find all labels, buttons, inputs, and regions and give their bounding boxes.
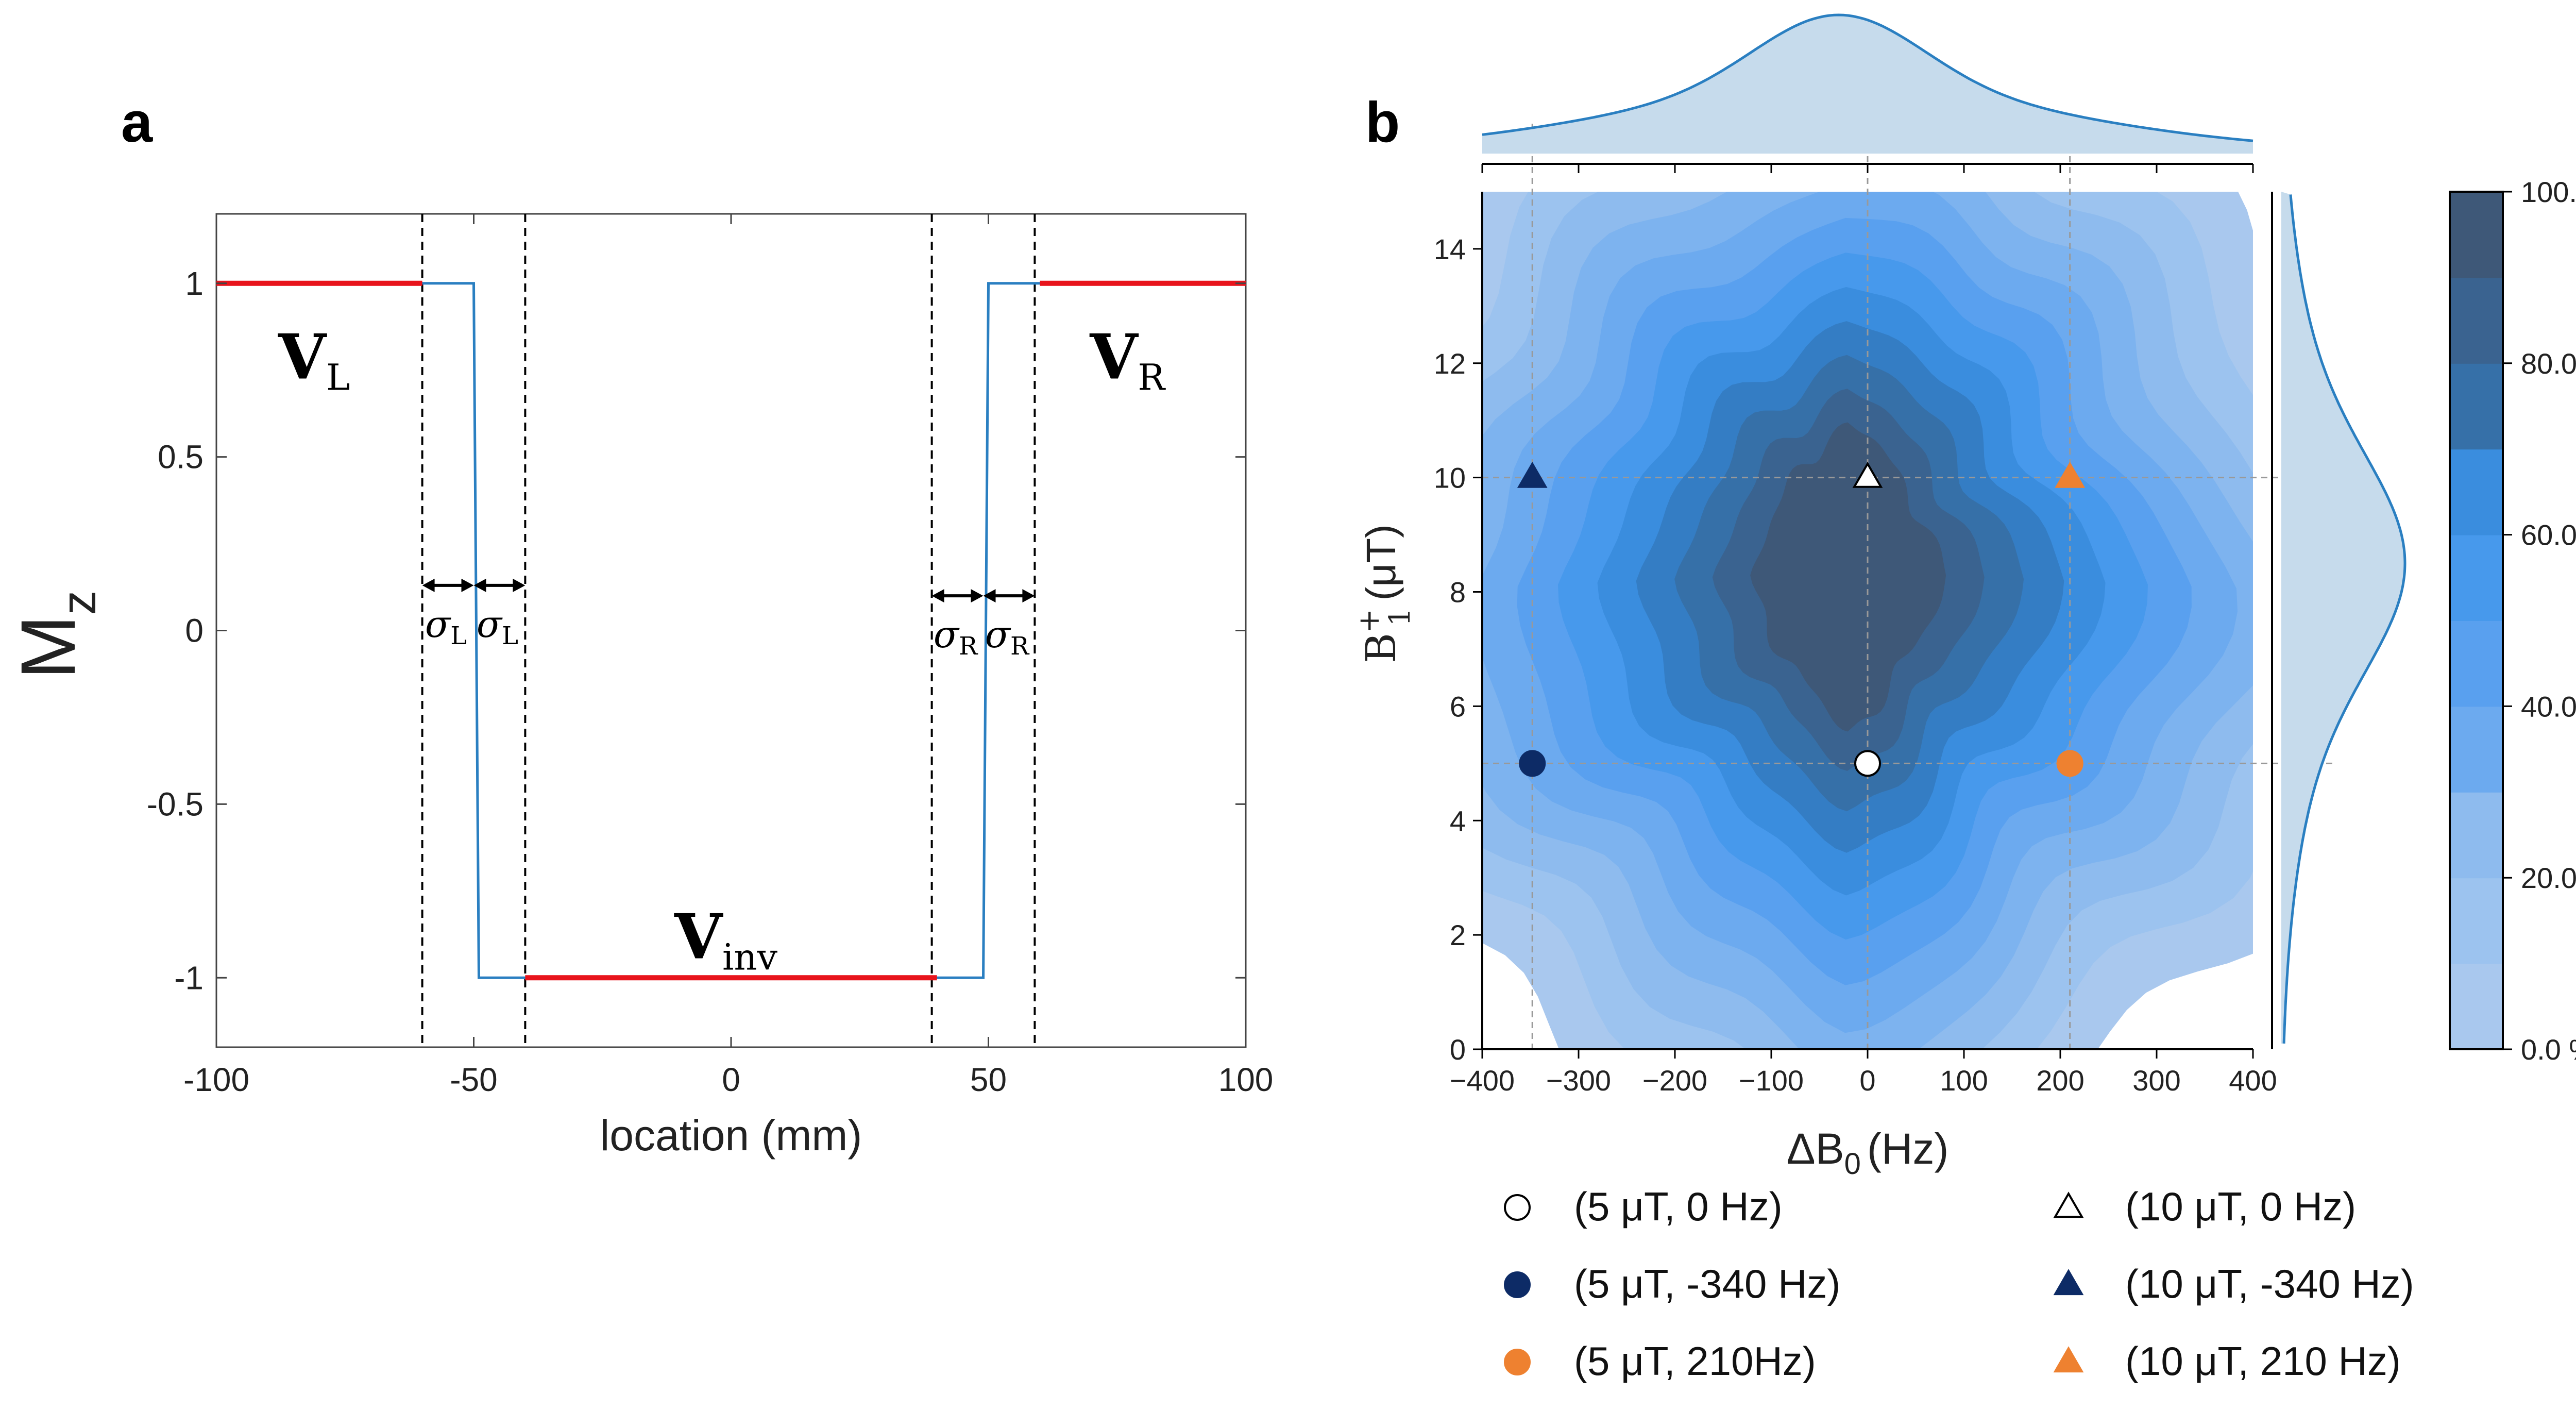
panel-b-x-tick-label: −400 <box>1450 1064 1515 1097</box>
panel-a-x-axis-label: location (mm) <box>600 1111 862 1160</box>
panel-a-width-label: σR <box>985 613 1030 661</box>
panel-a-x-tick-label: 100 <box>1218 1061 1274 1098</box>
panel-b-y-tick-label: 12 <box>1434 347 1466 380</box>
panel-b-legend-label: (10 μT, 210 Hz) <box>2125 1338 2401 1384</box>
panel-a-width-label: σL <box>425 602 467 650</box>
panel-a-letter: a <box>121 91 153 154</box>
panel-a-region-label: VR <box>1089 321 1166 399</box>
panel-a-y-tick-label: 0 <box>185 612 204 649</box>
panel-a-y-tick-label: 0.5 <box>158 439 204 476</box>
panel-b-colorbar-band <box>2450 792 2503 879</box>
panel-a-x-tick-label: 50 <box>970 1061 1007 1098</box>
panel-b-colorbar-tick-label: 0.0 % <box>2521 1033 2576 1066</box>
panel-b-colorbar-tick-label: 60.0 % <box>2521 519 2576 551</box>
panel-a-arrowhead <box>473 578 486 592</box>
panel-b-legend-label: (5 μT, 0 Hz) <box>1574 1184 1783 1229</box>
panel-b-colorbar-band <box>2450 449 2503 535</box>
panel-a-line-chart: σL σL σR σR VL VR Vinv -100 -50 0 50 100 -1 -0.5 0 0… <box>5 213 1274 1160</box>
panel-a-width-label: σL <box>477 602 518 650</box>
panel-a-y-tick-label: -0.5 <box>147 785 204 822</box>
panel-b-y-tick-label: 0 <box>1450 1033 1466 1066</box>
panel-b-colorbar-band <box>2450 620 2503 707</box>
panel-b-y-tick-label: 14 <box>1434 233 1466 265</box>
panel-b-x-tick-label: 300 <box>2132 1064 2180 1097</box>
panel-b-x-tick-label: −300 <box>1546 1064 1611 1097</box>
panel-b-legend-label: (10 μT, -340 Hz) <box>2125 1261 2414 1306</box>
panel-b-x-tick-label: 100 <box>1940 1064 1988 1097</box>
panel-a-arrowhead <box>931 589 944 603</box>
panel-b-legend-marker <box>1504 1194 1531 1221</box>
panel-b-contour-chart: −400 −300 −200 −100 0 100 200 300 400 0 2 4 6 8 10 12 14… <box>1352 13 2576 1384</box>
panel-b-legend-marker <box>2053 1346 2084 1373</box>
panel-a-width-label: σR <box>934 613 978 661</box>
panel-b-colorbar-band <box>2450 192 2503 278</box>
panel-b-marginal-x-curve <box>1482 13 2253 142</box>
panel-b-y-tick-label: 2 <box>1450 919 1466 951</box>
panel-a-arrowhead <box>422 578 435 592</box>
panel-b-legend-label: (5 μT, -340 Hz) <box>1574 1261 1840 1306</box>
panel-b-y-tick-label: 4 <box>1450 804 1466 837</box>
panel-b-legend-marker <box>2053 1191 2084 1218</box>
panel-b-point-circle <box>2056 750 2083 777</box>
panel-a-arrowhead <box>971 589 984 603</box>
panel-a-y-tick-label: -1 <box>174 959 204 996</box>
panel-b-y-tick-label: 6 <box>1450 690 1466 723</box>
panel-b-colorbar-band <box>2450 878 2503 964</box>
panel-b-colorbar-frame <box>2449 191 2504 1050</box>
panel-a-y-axis-label: Mz <box>5 591 106 679</box>
panel-b-legend: (5 μT, 0 Hz) (5 μT, -340 Hz) (5 μT, 210Hz)… <box>1504 1184 2414 1384</box>
panel-b-colorbar-band <box>2450 963 2503 1050</box>
panel-b-colorbar-tick-label: 100.0 % <box>2521 176 2576 208</box>
panel-b-contour-level <box>1750 422 1946 732</box>
panel-b-x-axis-label: ΔB0 (Hz) <box>1786 1124 1948 1181</box>
panel-a-region-label: VL <box>278 321 350 399</box>
panel-b-x-tick-label: 0 <box>1859 1064 1875 1097</box>
panel-b-x-tick-label: −200 <box>1642 1064 1707 1097</box>
panel-b-x-tick-label: 200 <box>2036 1064 2084 1097</box>
panel-b-colorbar-band <box>2450 363 2503 450</box>
panel-b-colorbar-tick-label: 40.0 % <box>2521 690 2576 723</box>
panel-b-point-triangle <box>2055 461 2086 488</box>
panel-b-point-circle <box>1519 750 1546 777</box>
panel-b-legend-marker <box>2053 1269 2084 1296</box>
panel-b-colorbar-tick-label: 80.0 % <box>2521 347 2576 380</box>
panel-b-legend-label: (5 μT, 210Hz) <box>1574 1338 1816 1384</box>
panel-a-x-tick-label: 0 <box>722 1061 740 1098</box>
panel-b-x-tick-label: −100 <box>1739 1064 1804 1097</box>
panel-b-colorbar-band <box>2450 277 2503 364</box>
panel-b-legend-label: (10 μT, 0 Hz) <box>2125 1184 2356 1229</box>
panel-a-x-tick-label: -50 <box>450 1061 498 1098</box>
panel-a-x-tick-label: -100 <box>183 1061 249 1098</box>
panel-b-marginal-y-curve <box>2282 194 2406 1044</box>
panel-a-arrowhead <box>513 578 526 592</box>
panel-b-x-tick-label: 400 <box>2229 1064 2277 1097</box>
panel-b-y-tick-label: 10 <box>1434 462 1466 494</box>
panel-b-colorbar-band <box>2450 706 2503 793</box>
panel-b-y-axis-label: B+1(μT) <box>1352 524 1417 663</box>
panel-b-point-triangle <box>1517 461 1548 488</box>
panel-a-arrowhead <box>1022 589 1035 603</box>
panel-b-letter: b <box>1365 91 1400 154</box>
panel-b-colorbar-tick-label: 20.0 % <box>2521 862 2576 894</box>
panel-b-point-triangle <box>1852 461 1883 488</box>
panel-b-point-circle <box>1854 750 1881 777</box>
panel-b-marginal-x-fill <box>1482 15 2253 154</box>
panel-b-legend-marker <box>1504 1349 1531 1375</box>
panel-a-arrowhead <box>461 578 474 592</box>
panel-a-region-label: Vinv <box>674 901 778 979</box>
panel-a-y-tick-label: 1 <box>185 265 204 302</box>
panel-b-marginal-y-fill <box>2281 192 2405 1044</box>
panel-b-legend-marker <box>1504 1271 1531 1298</box>
panel-b-y-tick-label: 8 <box>1450 576 1466 609</box>
panel-b-colorbar-band <box>2450 534 2503 621</box>
panel-a-arrowhead <box>983 589 996 603</box>
